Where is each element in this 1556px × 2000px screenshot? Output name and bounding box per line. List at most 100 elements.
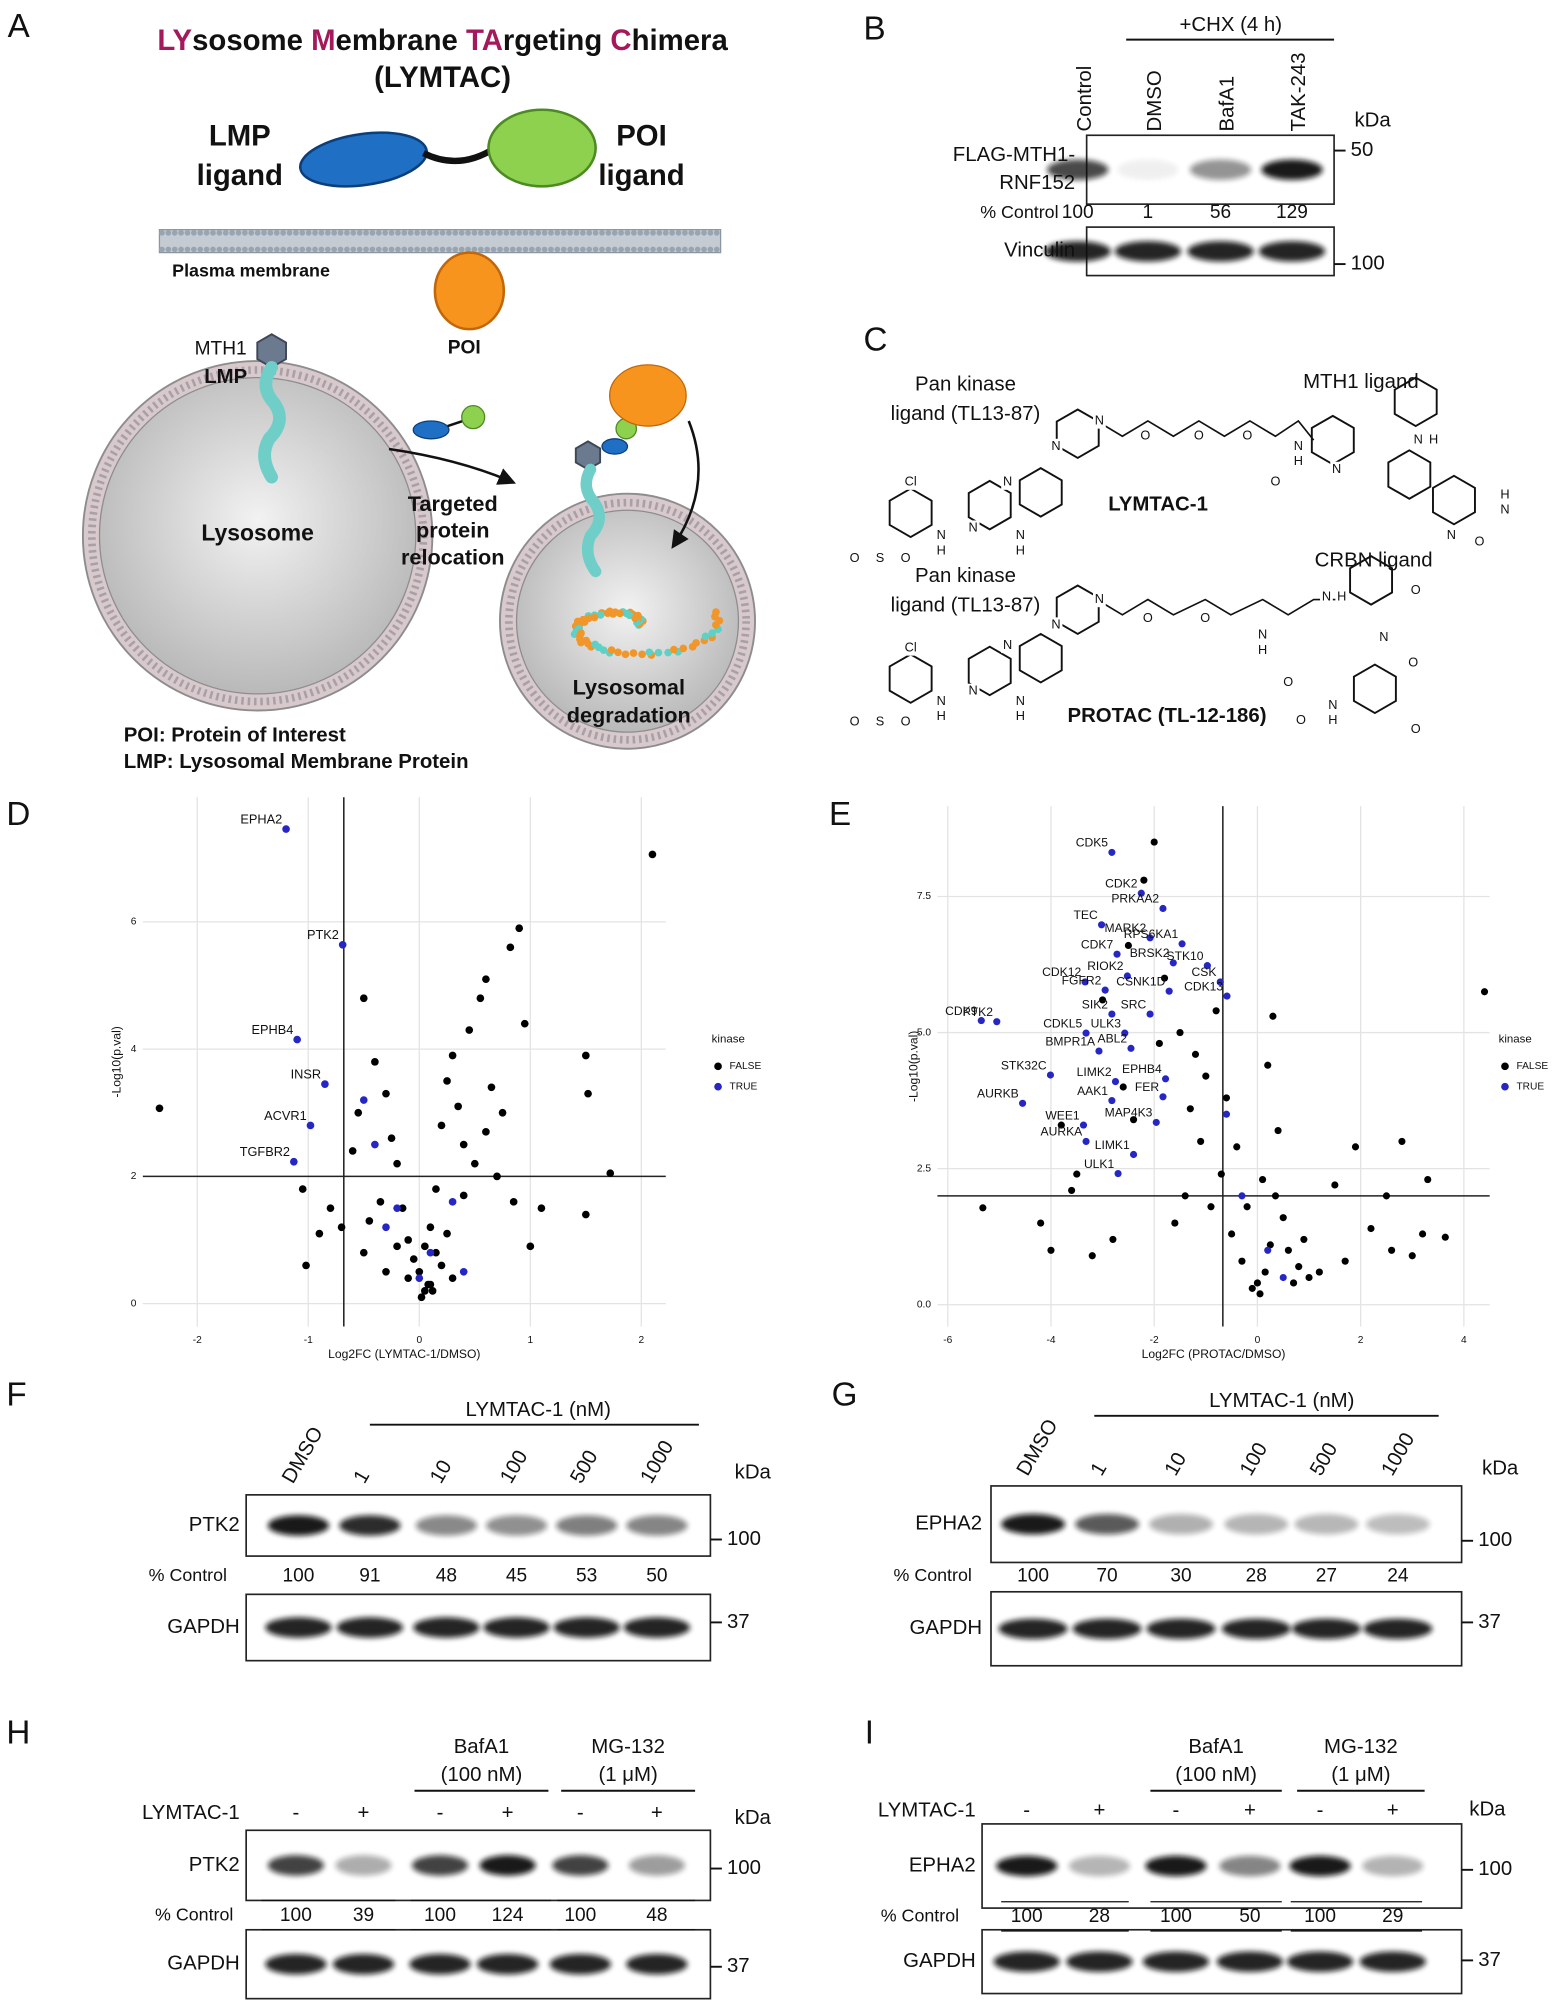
point [1264,1061,1272,1069]
atom-label: Cl [905,639,917,654]
lipid [363,246,369,253]
point [1097,921,1106,929]
lane-label: BafA1 [1217,76,1239,132]
lipid [203,230,210,236]
degradation-fragment [629,649,638,657]
point [376,1197,385,1206]
loading-band [1187,241,1254,262]
point [443,1229,451,1238]
point [1271,1192,1280,1200]
sign: - [577,1802,584,1824]
panel-letter: E [829,796,851,833]
free-linker [447,419,464,428]
kda-label: kDa [735,1807,772,1829]
loading-band [1142,1951,1210,1972]
atom-bg [1281,674,1295,691]
lipid [605,246,612,253]
point [1178,940,1186,948]
title-part: M [311,24,335,57]
atom-label: O [1143,610,1153,625]
point-label: STK10 [1167,949,1204,963]
quant-label: % Control [980,202,1058,222]
lipid [197,230,204,236]
lmp-shape [580,463,605,578]
point [1169,959,1177,967]
degradation-fragment [591,640,599,649]
loading-band [332,1954,395,1975]
point [1159,1093,1167,1101]
ring [1018,467,1063,518]
bound-lmp-ligand [601,438,629,455]
atom-bg [1473,534,1486,550]
lipid [312,246,318,253]
point [459,1140,468,1149]
atom-label: H [937,542,946,557]
lipid [350,230,357,236]
y-tick-label: 6 [131,917,137,928]
lipid [548,230,554,236]
loading-band [483,1617,550,1638]
atom-label: N [1500,502,1509,517]
lipid [375,246,382,253]
point [1057,1121,1065,1129]
lipid [707,230,714,236]
band [339,1515,401,1536]
point [1408,1252,1416,1260]
sign: - [292,1802,299,1824]
point [1073,1170,1081,1178]
point [1068,1186,1076,1194]
lipid [407,246,414,253]
atom-bg [1291,454,1305,470]
lysosome-membrane-texture [88,366,428,706]
lipid [535,230,542,236]
atom-bg [1093,413,1106,429]
lipid [509,246,516,253]
lipid [178,230,184,236]
x-tick-label: 1 [527,1335,533,1346]
free-lmp-ligand [412,420,450,440]
lipid [567,246,573,253]
band [1224,1513,1289,1535]
band [411,1855,469,1876]
point [1315,1268,1323,1276]
x-tick-label: -4 [1046,1335,1055,1346]
degradation-fragment [670,645,678,654]
kda-label: kDa [735,1462,772,1484]
blot-label: GAPDH [903,1950,976,1972]
lipid [242,230,248,236]
point [348,1147,357,1155]
title-part: LY [157,24,192,57]
point [584,1089,592,1098]
point [398,1204,407,1213]
point [1114,1169,1122,1178]
ring [1349,555,1394,606]
atom-label: O [1475,534,1485,549]
point [298,1185,307,1193]
group-detail: (1 μM) [1331,1764,1390,1786]
point-label: AAK1 [1077,1084,1108,1098]
point [404,1236,413,1244]
point-label: CDK2 [1105,877,1138,891]
quant-value: 100 [282,1566,314,1587]
label: LMP [204,366,247,388]
lipid [631,246,637,253]
lipid [458,230,465,236]
subtitle: (LYMTAC) [374,61,511,94]
label: ligand [598,159,684,192]
point [1155,1039,1163,1048]
point-label: CDKL5 [1043,1016,1082,1030]
loading-band [998,1618,1068,1639]
quant-value: 27 [1316,1566,1337,1587]
atom-label: N [969,683,978,698]
point [448,1197,457,1206]
point [454,1102,462,1111]
sign: + [1093,1800,1105,1822]
loading-band [413,1617,480,1638]
y-tick-label: 0.0 [917,1299,931,1310]
loading-band [549,1954,611,1975]
atom-bg [1291,438,1305,455]
lipid [318,230,325,236]
lipid [701,246,707,253]
loading-band [1291,1618,1361,1639]
